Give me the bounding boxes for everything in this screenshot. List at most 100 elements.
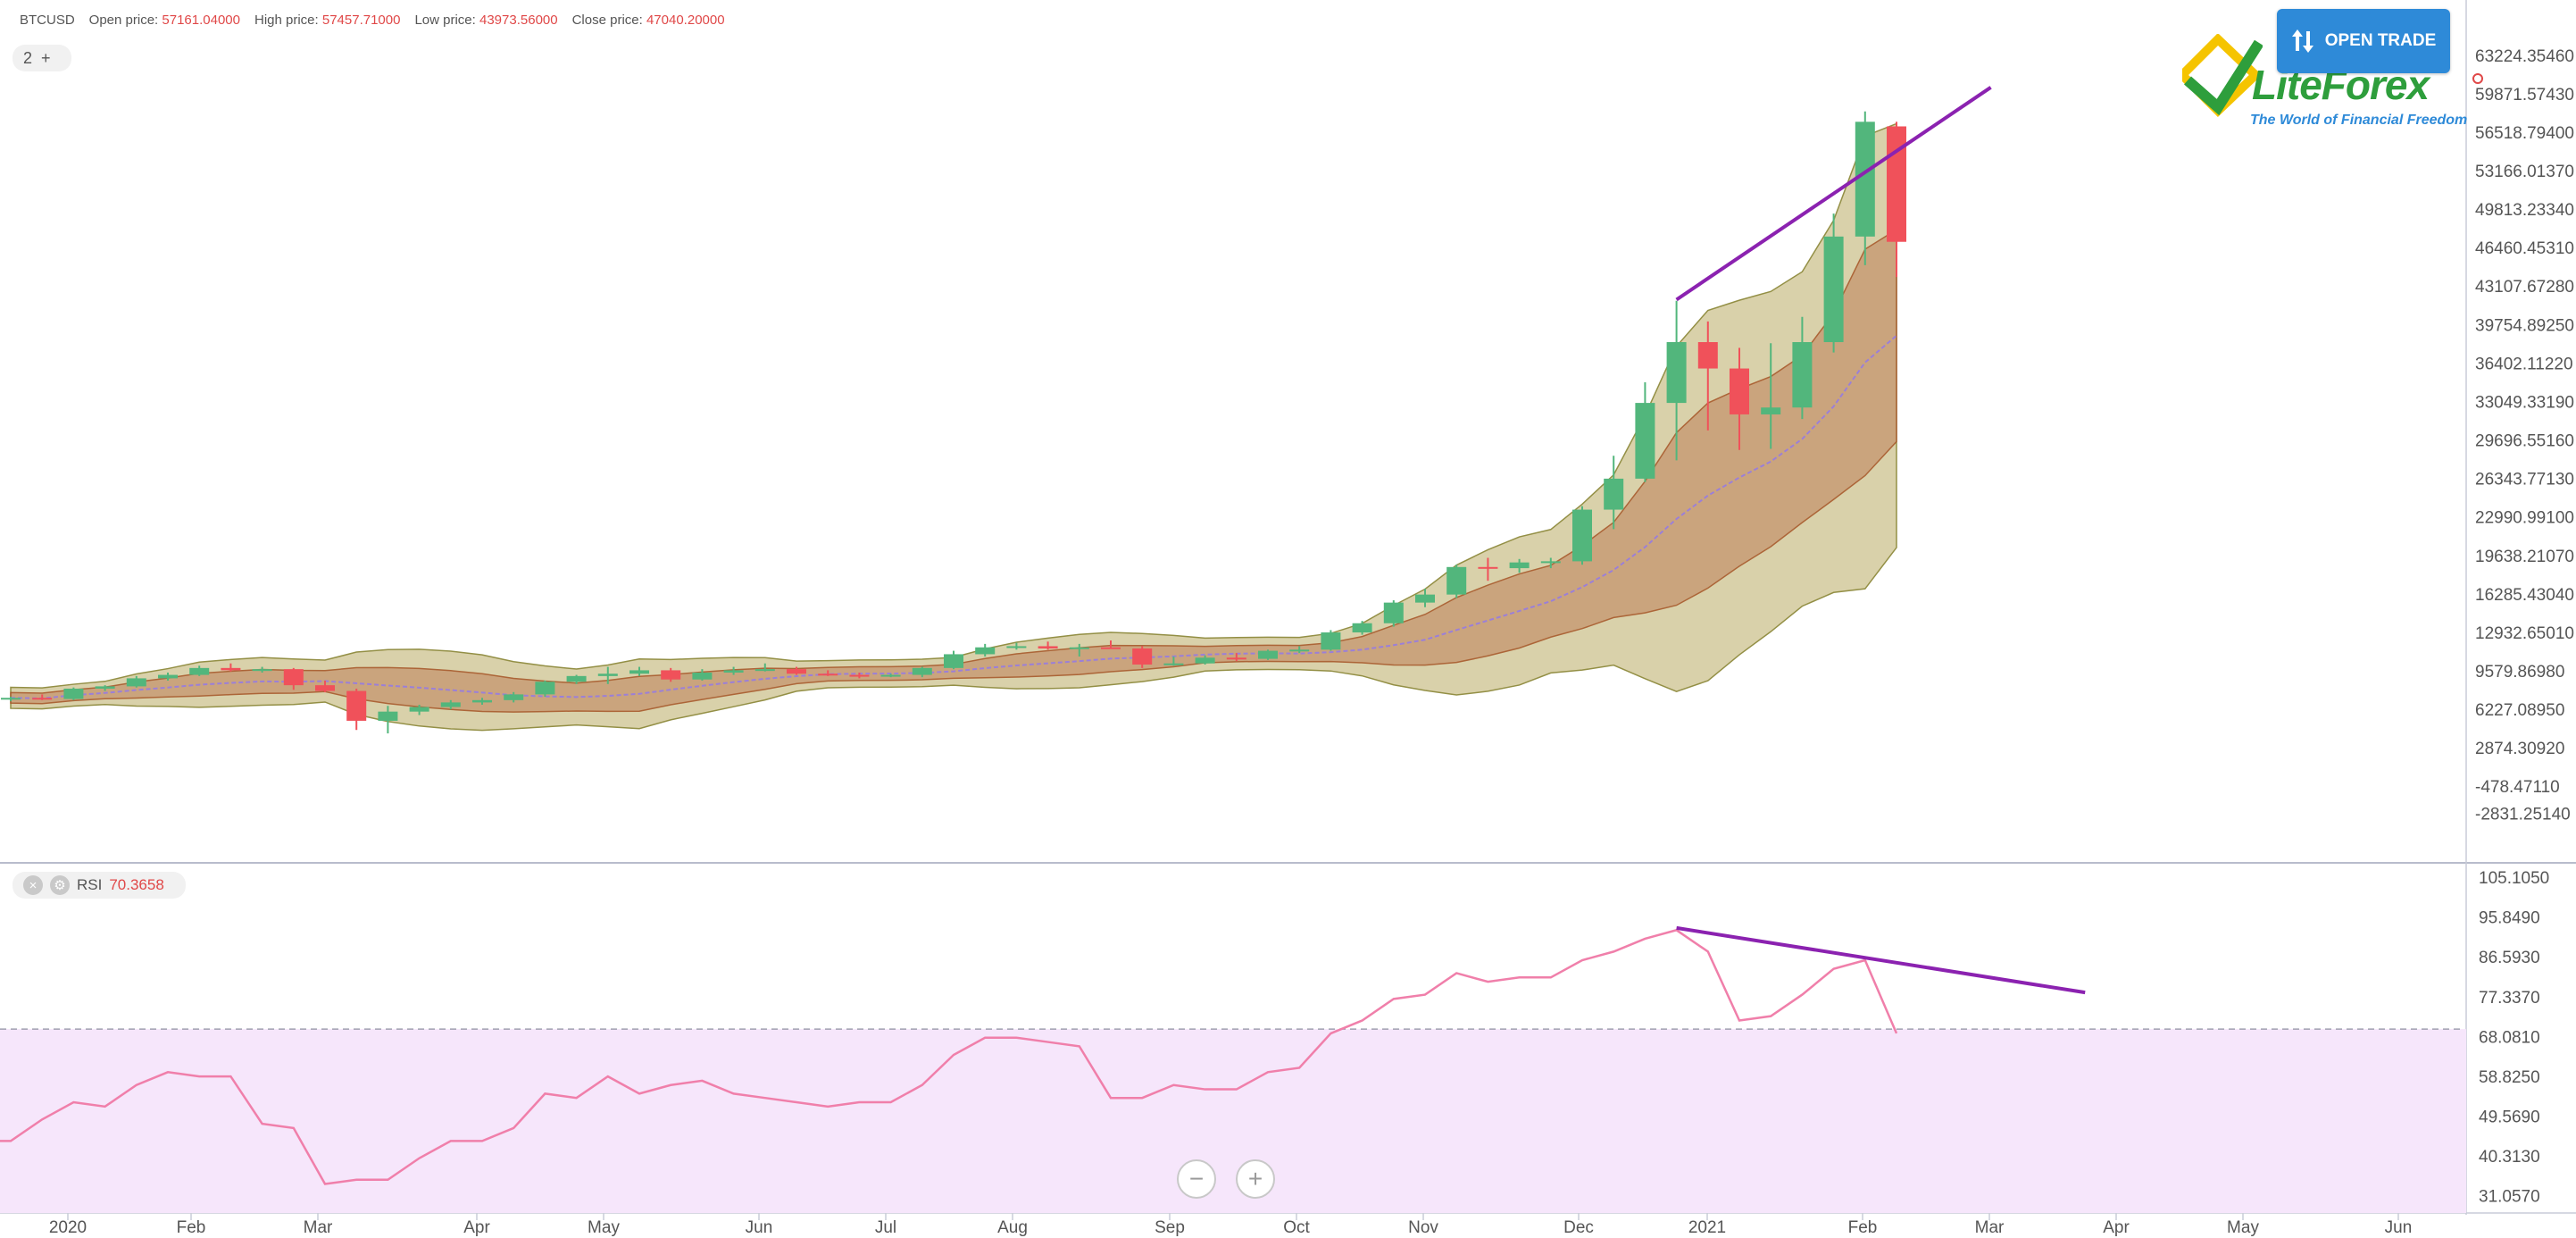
price-tick-label: -2831.25140	[2475, 805, 2571, 824]
candle	[189, 665, 210, 676]
time-tick-label: 2020	[49, 1218, 87, 1237]
rsi-tick-label: 31.0570	[2479, 1188, 2540, 1207]
candle	[1478, 557, 1498, 581]
candle	[32, 694, 53, 700]
high-value: 57457.71000	[321, 13, 401, 28]
rsi-tick-label: 58.8250	[2479, 1068, 2540, 1087]
candle	[409, 704, 429, 715]
candle-body	[315, 685, 335, 691]
open-trade-label: OPEN TRADE	[2324, 31, 2437, 50]
time-tick-label: Apr	[2103, 1218, 2130, 1237]
rsi-overbought-zone	[0, 1029, 2466, 1213]
candle	[754, 663, 775, 672]
price-tick-label: 49813.23340	[2475, 201, 2574, 220]
zoom-in-button[interactable]: +	[1236, 1159, 1275, 1199]
candle	[1006, 642, 1027, 650]
zoom-out-button[interactable]: −	[1177, 1159, 1216, 1199]
price-tick-label: 26343.77130	[2475, 471, 2574, 489]
close-icon[interactable]: ×	[23, 875, 43, 895]
time-tick-label: Apr	[463, 1218, 490, 1237]
candle	[1823, 213, 1844, 353]
candle-body	[504, 694, 524, 700]
candle	[63, 687, 84, 700]
candle	[1038, 641, 1058, 650]
candle-body	[535, 682, 555, 695]
candle	[944, 650, 963, 670]
candle-body	[661, 670, 681, 680]
rsi-indicator-pill[interactable]: × ⚙ RSI 70.3658	[13, 872, 186, 899]
candle-body	[1761, 407, 1781, 414]
candle-body	[346, 690, 367, 721]
open-trade-button[interactable]: OPEN TRADE	[2277, 9, 2450, 73]
candle	[566, 674, 587, 684]
time-tick-label: Sep	[1155, 1218, 1185, 1237]
candle-body	[1446, 566, 1467, 595]
indicator-count: 2	[23, 48, 33, 67]
candle-body	[723, 670, 744, 673]
candle	[221, 663, 241, 672]
candle-body	[849, 674, 870, 677]
logo-tagline: The World of Financial Freedom	[2250, 113, 2468, 128]
logo-mark-icon	[2182, 34, 2263, 117]
candle	[1195, 655, 1215, 665]
candle	[1, 696, 21, 702]
candle	[472, 698, 492, 705]
candle	[378, 706, 398, 734]
time-tick-label: Aug	[997, 1218, 1028, 1237]
candle-body	[880, 674, 901, 677]
candle	[1321, 630, 1341, 651]
candle-body	[1730, 368, 1749, 414]
candle	[912, 666, 932, 678]
candle	[158, 672, 178, 681]
price-tick-label: 22990.99100	[2475, 509, 2574, 528]
candle-body	[409, 707, 429, 712]
price-tick-label: 19638.21070	[2475, 548, 2574, 566]
time-tick-label: Jul	[875, 1218, 896, 1237]
gear-icon[interactable]: ⚙	[50, 875, 70, 895]
candle	[1509, 558, 1530, 573]
candle	[1132, 646, 1153, 668]
candle	[818, 670, 838, 676]
candle-body	[597, 673, 618, 676]
candle	[1258, 649, 1278, 660]
candle	[95, 685, 115, 691]
candle-body	[440, 702, 461, 707]
ohlc-info: BTCUSD Open price: 57161.04000 High pric…	[20, 13, 725, 28]
time-tick-label: Mar	[304, 1218, 333, 1237]
candle-body	[692, 672, 713, 680]
candle-body	[1887, 126, 1906, 242]
symbol-label: BTCUSD	[20, 13, 75, 28]
candle-body	[1289, 649, 1310, 652]
candle	[1163, 657, 1184, 666]
candle	[629, 666, 649, 676]
price-trendline	[1675, 86, 1992, 302]
candle	[692, 669, 713, 681]
time-tick-label: May	[588, 1218, 620, 1237]
candle-body	[1132, 648, 1153, 665]
candle	[440, 699, 461, 710]
indicator-count-pill[interactable]: 2 +	[13, 45, 71, 71]
candle	[1352, 621, 1372, 635]
time-tick-label: May	[2227, 1218, 2259, 1237]
plus-icon[interactable]: +	[41, 48, 51, 67]
candle	[1604, 456, 1624, 530]
price-tick-label: 33049.33190	[2475, 393, 2574, 412]
price-tick-label: 59871.57430	[2475, 86, 2574, 105]
candle-body	[787, 669, 806, 674]
candle	[1666, 300, 1687, 461]
candle	[1289, 646, 1310, 654]
time-tick-label: Jun	[2385, 1218, 2413, 1237]
candle-body	[63, 688, 84, 699]
candle	[1446, 565, 1467, 598]
price-tick-label: 56518.79400	[2475, 124, 2574, 143]
candle	[252, 666, 272, 673]
candle-body	[1792, 342, 1813, 408]
candle-body	[126, 678, 146, 687]
price-tick-label: 12932.65010	[2475, 624, 2574, 643]
candle-body	[378, 711, 398, 721]
rsi-line	[0, 928, 1898, 1185]
time-tick-label: Oct	[1283, 1218, 1310, 1237]
candle-body	[1, 698, 21, 700]
candle-body	[1038, 646, 1058, 649]
